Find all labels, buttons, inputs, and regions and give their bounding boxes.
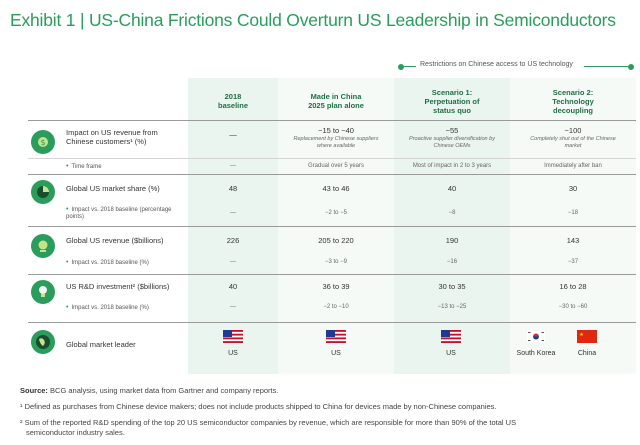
row-label-text: Time frame <box>71 164 102 170</box>
row-sub-label-text: Impact vs. 2018 baseline (%) <box>71 305 149 311</box>
lightbulb-icon <box>31 280 55 304</box>
cell-sub-value: — <box>230 163 236 169</box>
cell-sub-value: Immediately after ban <box>544 163 602 169</box>
cell-value: 48 <box>228 184 238 193</box>
cell-note: Completely shut out of the Chinese marke… <box>530 136 616 149</box>
cell-sub-value: −30 to −60 <box>558 304 588 310</box>
cell-value: — <box>229 130 237 139</box>
south-korea-flag-icon <box>526 330 546 343</box>
cell-sub-value: Most of impact in 2 to 3 years <box>412 163 492 169</box>
cell-value: 40 <box>228 282 238 291</box>
cell-sub-value: −3 to −9 <box>324 259 348 265</box>
row-label-market-share: Global US market share (%) <box>66 184 160 193</box>
cell-sub-value: −13 to −25 <box>437 304 467 310</box>
cell-sub-value: −2 to −5 <box>324 210 348 216</box>
row-label-rd: US R&D investment² ($billions) <box>66 282 170 291</box>
row-label-revenue: Global US revenue ($billions) <box>66 236 164 245</box>
leader-label: US <box>228 350 238 357</box>
row-separator <box>28 322 636 323</box>
row-sub-label-text: Impact vs. 2018 baseline (percentage poi… <box>66 207 172 220</box>
col-header-text: 2018 baseline <box>217 92 248 110</box>
cell-value: −55 <box>445 126 459 135</box>
cell-value: 43 to 46 <box>322 184 350 193</box>
china-flag-icon: ★ <box>577 330 597 343</box>
cell-value: −100 <box>564 126 582 135</box>
leader-label: US <box>446 350 456 357</box>
legend: Restrictions on Chinese access to US tec… <box>398 60 638 72</box>
legend-text: Restrictions on Chinese access to US tec… <box>420 61 573 68</box>
row-sub-label: • Impact vs. 2018 baseline (percentage po… <box>66 206 176 221</box>
col-header-text: Made in China 2025 plan alone <box>308 92 364 110</box>
footnote-2-continued: semiconductor industry sales. <box>26 428 125 437</box>
col-header-mic2025: Made in China 2025 plan alone <box>278 84 394 118</box>
bullet-icon: • <box>66 206 69 213</box>
row-separator <box>28 174 636 175</box>
footnote-1: ¹ Defined as purchases from Chinese devi… <box>20 402 497 411</box>
cell-note: Replacement by Chinese suppliers where a… <box>293 136 379 149</box>
row-label-leader: Global market leader <box>66 340 136 349</box>
cell-sub-value: — <box>230 304 236 310</box>
col-header-baseline: 2018 baseline <box>188 84 278 118</box>
cell-sub-value: — <box>230 259 236 265</box>
bullet-icon: • <box>66 304 69 311</box>
cell-value: −15 to −40 <box>318 126 354 135</box>
row-separator <box>28 158 636 159</box>
exhibit-title: Exhibit 1 | US-China Frictions Could Ove… <box>10 10 616 30</box>
source-text: BCG analysis, using market data from Gar… <box>50 386 279 395</box>
row-label-impact-china: Impact on US revenue from Chinese custom… <box>66 128 158 146</box>
col-header-text: Scenario 1: Perpetuation of status quo <box>424 87 480 115</box>
globe-icon <box>31 330 55 354</box>
svg-text:★: ★ <box>579 332 584 338</box>
cell-sub-value: −18 <box>567 210 579 216</box>
cell-value: 16 to 28 <box>559 282 587 291</box>
col-header-scenario1: Scenario 1: Perpetuation of status quo <box>394 84 510 118</box>
cell-note: Proactive supplier diversification by Ch… <box>409 136 495 149</box>
footnote-2: ² Sum of the reported R&D spending of th… <box>20 418 517 427</box>
cell-value: 40 <box>447 184 457 193</box>
leader-label: South Korea <box>516 350 556 357</box>
dollar-china-icon: $ <box>31 130 55 154</box>
svg-text:$: $ <box>40 138 45 147</box>
leader-label: US <box>331 350 341 357</box>
cell-value: 30 to 35 <box>438 282 466 291</box>
cell-sub-value: — <box>230 210 236 216</box>
col-header-text: Scenario 2: Technology decoupling <box>552 87 594 115</box>
row-separator <box>28 120 636 121</box>
cell-sub-value: −37 <box>567 259 579 265</box>
row-sub-label: • Impact vs. 2018 baseline (%) <box>66 304 149 312</box>
col-header-scenario2: Scenario 2: Technology decoupling <box>510 84 636 118</box>
row-separator <box>28 226 636 227</box>
legend-start-dot-icon <box>398 63 404 70</box>
cell-value: 143 <box>566 236 580 245</box>
source-label: Source: <box>20 386 48 395</box>
row-sub-label-text: Impact vs. 2018 baseline (%) <box>71 260 149 266</box>
row-separator <box>28 274 636 275</box>
legend-arrow-line <box>584 66 628 67</box>
us-flag-icon <box>326 330 346 343</box>
cell-sub-value: −8 <box>448 210 456 216</box>
bullet-icon: • <box>66 259 69 266</box>
cell-value: 226 <box>226 236 240 245</box>
row-label-time-frame: • Time frame <box>66 163 102 171</box>
cell-sub-value: −16 <box>446 259 458 265</box>
cell-value: 205 to 220 <box>318 236 354 245</box>
legend-end-dot-icon <box>628 63 634 70</box>
money-icon <box>31 234 55 258</box>
source-note: Source: BCG analysis, using market data … <box>20 386 278 396</box>
cell-sub-value: −2 to −10 <box>323 304 349 310</box>
cell-value: 36 to 39 <box>322 282 350 291</box>
us-flag-icon <box>223 330 243 343</box>
cell-value: 190 <box>445 236 459 245</box>
pie-chart-icon <box>31 180 55 204</box>
bullet-icon: • <box>66 163 69 170</box>
row-sub-label: • Impact vs. 2018 baseline (%) <box>66 259 149 267</box>
cell-value: 30 <box>568 184 578 193</box>
us-flag-icon <box>441 330 461 343</box>
cell-sub-value: Gradual over 5 years <box>307 163 365 169</box>
leader-label: China <box>577 350 597 357</box>
legend-line <box>404 66 416 67</box>
